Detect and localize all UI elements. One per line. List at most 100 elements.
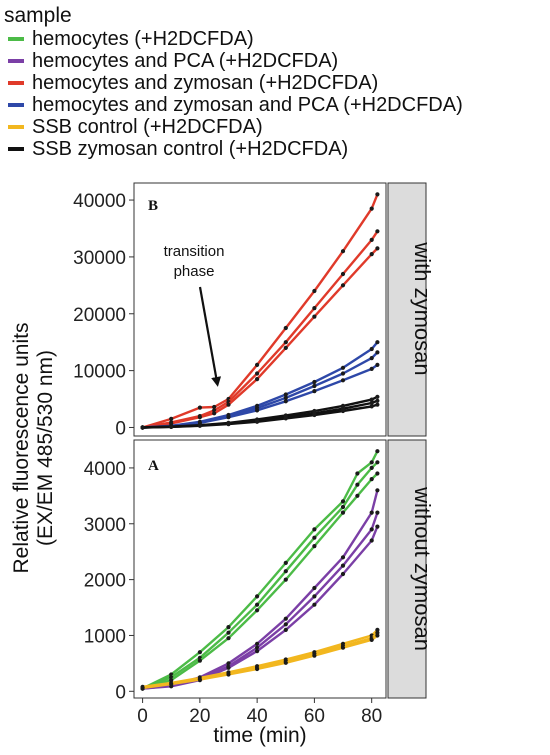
data-point (375, 524, 380, 529)
y-tick-label: 40000 (73, 191, 126, 212)
data-point (212, 404, 217, 410)
data-point (312, 314, 317, 319)
series-line (142, 634, 379, 690)
data-point (283, 399, 288, 404)
data-point (255, 645, 260, 650)
legend-label: SSB zymosan control (+H2DCFDA) (32, 138, 349, 160)
y-tick-label: 30000 (73, 248, 126, 269)
data-point (340, 365, 346, 370)
annotation-line1: transition (164, 243, 225, 260)
data-point (369, 460, 374, 465)
data-point (312, 412, 317, 418)
legend-swatch (8, 125, 24, 129)
data-point (226, 636, 231, 641)
data-point (283, 627, 288, 633)
panel-letter-b: B (148, 198, 158, 214)
x-tick-label: 0 (137, 706, 148, 727)
data-point (375, 402, 380, 407)
data-point (369, 346, 374, 352)
legend-label: hemocytes and PCA (+H2DCFDA) (32, 50, 339, 72)
data-point (255, 641, 260, 646)
data-point (375, 394, 380, 399)
legend: sample hemocytes (+H2DCFDA) hemocytes and… (4, 4, 463, 160)
data-point (369, 206, 374, 211)
data-point (369, 366, 374, 371)
data-point (312, 594, 317, 599)
legend-item: hemocytes and PCA (+H2DCFDA) (4, 50, 463, 72)
data-point (375, 633, 380, 638)
data-point (197, 677, 202, 682)
data-point (312, 653, 317, 658)
data-point (340, 249, 346, 254)
series-lines-b (140, 192, 380, 430)
data-point (283, 660, 288, 665)
data-point (312, 306, 317, 311)
data-point (197, 658, 202, 663)
data-point (140, 685, 145, 691)
data-point (369, 397, 374, 402)
data-point (340, 283, 346, 288)
data-point (283, 569, 288, 574)
y-tick-label: 10000 (73, 362, 126, 383)
data-point (369, 400, 374, 406)
data-point (340, 271, 346, 277)
data-point (283, 616, 288, 621)
data-point (255, 666, 260, 672)
legend-swatch (8, 81, 24, 85)
legend-label: hemocytes (+H2DCFDA) (32, 28, 254, 50)
axis-ticks-b: 0 10000 20000 30000 40000 (73, 191, 134, 439)
data-point (255, 371, 260, 376)
y-tick-label: 20000 (73, 305, 126, 326)
data-point (169, 681, 174, 687)
legend-swatch (8, 59, 24, 63)
data-point (369, 477, 374, 482)
y-tick-label: 1000 (84, 626, 126, 647)
data-point (375, 246, 380, 251)
data-point (375, 229, 380, 234)
legend-label: hemocytes and zymosan and PCA (+H2DCFDA) (32, 94, 463, 116)
data-point (255, 649, 260, 654)
data-point (340, 510, 346, 515)
data-point (312, 389, 317, 394)
data-point (340, 504, 346, 510)
strip-label-with-zymosan: with zymosan (410, 241, 435, 375)
data-point (355, 482, 360, 487)
data-point (369, 404, 374, 409)
data-point (140, 425, 145, 430)
panel-with-zymosan: with zymosan B 0 10000 20000 30000 40000 tra… (73, 182, 435, 439)
transition-annotation: transition phase (164, 243, 225, 387)
data-point (369, 538, 374, 543)
data-point (255, 362, 260, 367)
data-point (197, 405, 202, 410)
strip-background (387, 182, 427, 437)
data-point (375, 192, 380, 197)
data-point (255, 608, 260, 613)
annotation-arrow (198, 286, 222, 387)
data-point (375, 449, 380, 454)
data-point (312, 288, 317, 294)
data-point (255, 377, 260, 382)
series-line (142, 526, 379, 690)
series-line (142, 363, 379, 429)
data-point (369, 252, 374, 257)
data-point (255, 602, 260, 607)
data-point (369, 527, 374, 532)
data-point (312, 585, 317, 591)
y-tick-label: 2000 (84, 571, 126, 592)
data-point (375, 510, 380, 515)
x-axis-title: time (min) (213, 724, 306, 747)
data-point (369, 510, 374, 515)
data-point (355, 471, 360, 476)
data-point (226, 630, 231, 635)
data-point (340, 378, 346, 383)
x-tick-label: 80 (361, 706, 382, 727)
data-point (283, 340, 288, 345)
data-point (312, 527, 317, 532)
data-point (340, 371, 346, 376)
y-tick-label: 3000 (84, 515, 126, 536)
legend-items: hemocytes (+H2DCFDA) hemocytes and PCA (+… (4, 28, 463, 160)
data-point (340, 499, 346, 504)
data-point (369, 465, 374, 470)
data-point (255, 408, 260, 413)
x-tick-label: 20 (189, 706, 210, 727)
